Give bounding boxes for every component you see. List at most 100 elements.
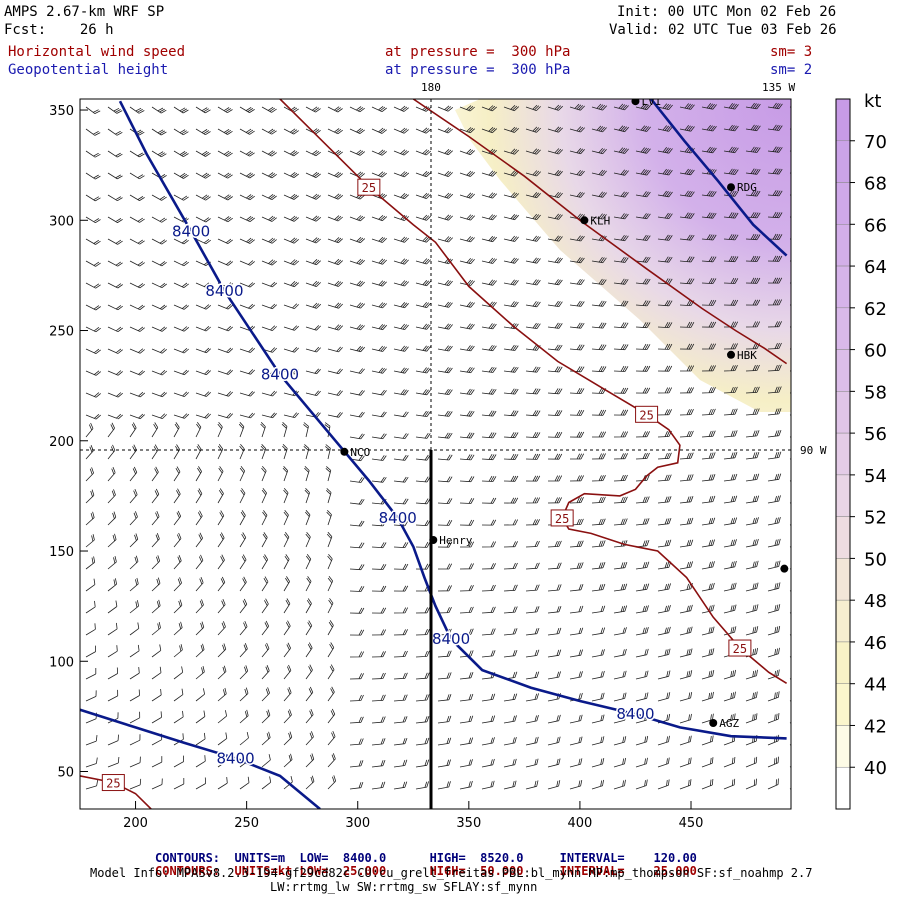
speed-contour-label: 25 xyxy=(357,178,381,196)
colorbar-label: 48 xyxy=(864,591,887,612)
contours-height-label: CONTOURS: xyxy=(155,851,221,865)
y-axis: 50 100 150 200 250 300 350 xyxy=(49,104,88,781)
colorbar-label: 60 xyxy=(864,341,887,362)
colorbar-swatch xyxy=(835,599,851,643)
y-tick-label: 100 xyxy=(49,655,74,670)
field1-level: at pressure = 300 hPa xyxy=(385,44,571,60)
speed-contour-label-text: 25 xyxy=(555,512,569,526)
height-contour-label: 8400 xyxy=(205,282,243,300)
field1-name: Horizontal wind speed xyxy=(8,44,186,60)
colorbar-label: 70 xyxy=(864,132,887,153)
height-contour-8520-2 xyxy=(649,99,788,257)
valid-time: Valid: 02 UTC Tue 03 Feb 26 xyxy=(609,22,837,38)
colorbar-swatch xyxy=(835,265,851,309)
y-tick-label: 150 xyxy=(49,545,74,560)
colorbar-swatch xyxy=(835,766,851,810)
colorbar-swatch xyxy=(835,98,851,142)
contours-info-speed: CONTOURS: UNITS=kt LOW= 25.000 HIGH= 50.… xyxy=(155,852,697,878)
colorbar-swatch xyxy=(835,725,851,768)
colorbar-label: 44 xyxy=(864,675,887,696)
contours-speed-units: UNITS=kt xyxy=(234,864,293,878)
colorbar-label: 62 xyxy=(864,299,887,320)
y-tick-label: 200 xyxy=(49,435,74,450)
contours-speed-low: LOW= 25.000 xyxy=(299,864,387,878)
colorbar-label: 52 xyxy=(864,508,887,529)
station-marker xyxy=(429,535,438,544)
colorbar-swatch xyxy=(835,683,851,726)
contours-height-units: UNITS=m xyxy=(234,851,286,865)
height-contour-label: 8400 xyxy=(172,222,210,240)
x-tick-label: 300 xyxy=(345,816,370,831)
height-contours: 8400 8400 8400 8400 8400 8400 8400 xyxy=(80,99,788,809)
station-marker xyxy=(727,350,736,359)
speed-contour-label-text: 25 xyxy=(362,181,376,195)
contours-height-low: LOW= 8400.0 xyxy=(299,851,387,865)
y-tick-label: 300 xyxy=(49,214,74,229)
lon-90w-label: 90 W xyxy=(800,444,827,457)
station-label: KLH xyxy=(590,214,610,227)
field2-name: Geopotential height xyxy=(8,62,169,78)
colorbar-label: 54 xyxy=(864,466,887,487)
plot-frame xyxy=(79,98,792,810)
colorbar-swatch xyxy=(835,432,851,476)
x-tick-label: 350 xyxy=(456,816,481,831)
speed-contour-50-1 xyxy=(412,99,788,365)
height-contour-8400-0 xyxy=(118,100,787,740)
colorbar-label: 64 xyxy=(864,257,887,278)
station-label: NCO xyxy=(350,446,370,459)
colorbar-swatch xyxy=(835,182,851,225)
colorbar-label: 58 xyxy=(864,382,887,403)
colorbar-swatch xyxy=(835,516,851,559)
height-contour-label: 8400 xyxy=(261,366,299,384)
speed-contours: 25 25 25 25 25 xyxy=(80,99,788,809)
colorbar-label: 40 xyxy=(864,758,887,779)
colorbar-label: 66 xyxy=(864,215,887,236)
station-label: AGZ xyxy=(719,717,739,730)
stations: LVI RDG KLH HBK NCO Henry AGZ xyxy=(340,95,789,730)
speed-contour-label: 25 xyxy=(101,774,125,792)
forecast-hour: Fcst: 26 h xyxy=(4,22,114,38)
jet-shading xyxy=(455,99,791,412)
station-marker xyxy=(727,183,736,192)
colorbar-swatch xyxy=(835,641,851,684)
colorbar-frame xyxy=(835,98,851,810)
station-label: RDG xyxy=(737,181,757,194)
x-tick-label: 250 xyxy=(234,816,259,831)
model-title: AMPS 2.67-km WRF SP xyxy=(4,4,165,20)
colorbar-label: 68 xyxy=(864,174,887,195)
height-contour-label: 8400 xyxy=(432,630,470,648)
contours-height-high: HIGH= 8520.0 xyxy=(429,851,524,865)
speed-contour-label: 25 xyxy=(635,405,659,423)
lon-180-label: 180 xyxy=(421,81,441,94)
x-tick-label: 450 xyxy=(679,816,704,831)
speed-contour-label-text: 25 xyxy=(639,408,653,422)
station-marker xyxy=(631,99,640,106)
station-marker xyxy=(780,564,789,573)
colorbar-swatch xyxy=(835,391,851,434)
colorbar-swatch xyxy=(835,140,851,183)
station-marker xyxy=(340,447,349,456)
height-contour-label: 8400 xyxy=(616,705,654,723)
station-label: HBK xyxy=(737,349,757,362)
contours-height-interval: INTERVAL= 120.00 xyxy=(559,851,697,865)
station-marker xyxy=(580,216,589,225)
speed-contour-label-text: 25 xyxy=(106,777,120,791)
height-contour-label: 8400 xyxy=(216,749,254,767)
colorbar: kt 70 68 66 64 62 60 58 56 54 52 50 48 46 44 42 40 xyxy=(835,91,887,810)
contours-speed-label: CONTOURS: xyxy=(155,864,221,878)
colorbar-swatch xyxy=(835,558,851,601)
model-info: Model Info: MPASv8.2.3-194-gf29cd82c CU:… xyxy=(90,866,813,880)
colorbar-label: 50 xyxy=(864,549,887,570)
station-label: LVI xyxy=(641,95,661,108)
height-contour-label: 8400 xyxy=(379,509,417,527)
init-time: Init: 00 UTC Mon 02 Feb 26 xyxy=(617,4,837,20)
colorbar-swatch xyxy=(835,349,851,392)
speed-contour-label: 25 xyxy=(550,509,574,527)
lon-135w-label: 135 W xyxy=(762,81,795,94)
height-contour-8400-1 xyxy=(80,708,321,809)
x-axis: 200 250 300 350 400 450 xyxy=(123,801,703,831)
station-marker xyxy=(709,719,718,728)
colorbar-label: 42 xyxy=(864,716,887,737)
colorbar-swatch xyxy=(835,474,851,517)
